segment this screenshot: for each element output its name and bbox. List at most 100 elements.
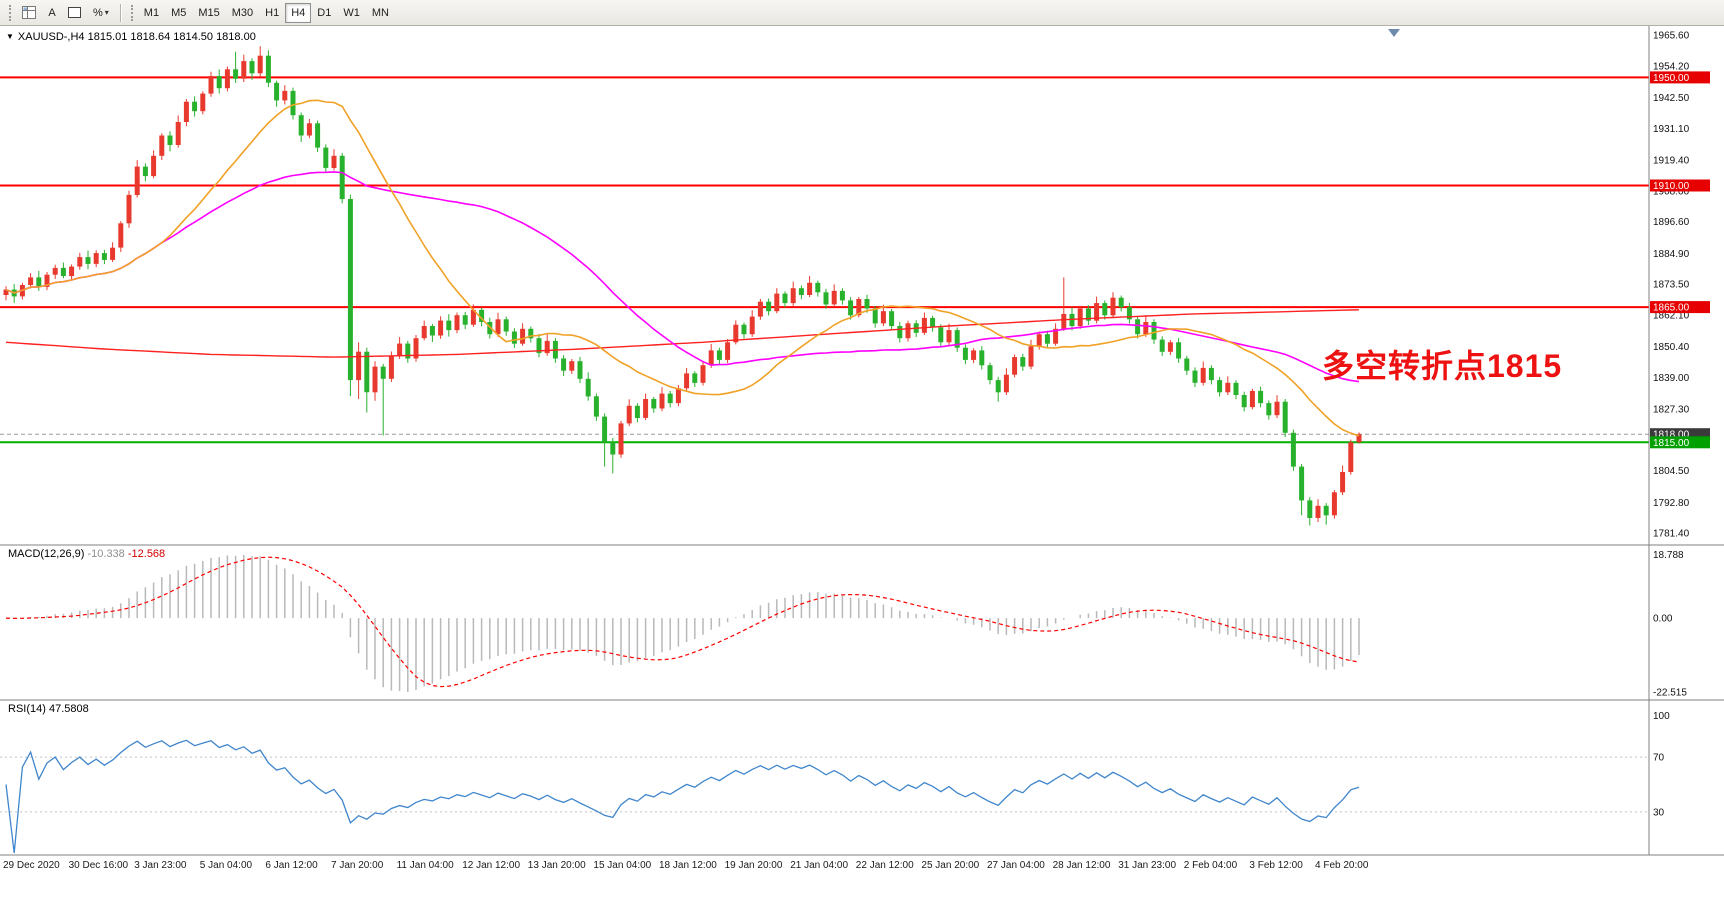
time-tick: 18 Jan 12:00 [659, 860, 717, 871]
candle [815, 282, 821, 293]
time-tick: 22 Jan 12:00 [856, 860, 914, 871]
candle [323, 147, 329, 168]
candle [397, 343, 403, 356]
candle [192, 101, 198, 112]
candle [979, 350, 985, 366]
candle [848, 300, 854, 316]
price-tick: 1850.40 [1653, 342, 1690, 353]
candle [880, 311, 886, 324]
chart-grid-button[interactable] [16, 3, 42, 23]
candle [938, 327, 944, 343]
candle [684, 373, 690, 389]
candle [1118, 297, 1124, 308]
candle [1200, 367, 1206, 383]
candle [889, 311, 895, 327]
candle [298, 115, 304, 136]
candle [1176, 342, 1182, 359]
toolbar-grip[interactable] [9, 4, 11, 21]
candle [1340, 472, 1346, 493]
candle [388, 355, 394, 379]
candle [183, 101, 189, 122]
time-axis[interactable]: 29 Dec 2020 30 Dec 16:00 3 Jan 23:00 5 Jan … [3, 860, 1369, 871]
candle [1290, 432, 1296, 467]
candle [544, 340, 550, 354]
candle [798, 288, 804, 295]
timeframe-m15-button[interactable]: M15 [192, 3, 225, 23]
shapes-tool-button[interactable] [62, 3, 87, 23]
candle [1233, 382, 1239, 395]
fibonacci-tool-button[interactable]: % ▾ [87, 3, 115, 23]
candle [282, 90, 288, 101]
timeframe-m30-button[interactable]: M30 [226, 3, 259, 23]
candle [274, 82, 280, 101]
one-click-trading-icon[interactable]: ▼ [6, 32, 14, 41]
candle [921, 317, 927, 333]
price-level-label [1650, 179, 1710, 192]
candle [782, 293, 788, 304]
candle [1044, 334, 1050, 344]
candle [1307, 500, 1313, 518]
candle [643, 399, 649, 418]
candle [241, 61, 247, 79]
chart-shift-marker[interactable] [1388, 29, 1400, 37]
candle [93, 253, 99, 264]
timeframe-d1-button[interactable]: D1 [311, 3, 337, 23]
candle [839, 290, 845, 301]
timeframe-m5-button[interactable]: M5 [165, 3, 192, 23]
candle [1348, 442, 1354, 472]
time-tick: 21 Jan 04:00 [790, 860, 848, 871]
candle [1184, 358, 1190, 371]
candle [897, 326, 903, 339]
macd-label: MACD(12,26,9) -10.338 -12.568 [8, 548, 165, 560]
candle [1217, 380, 1223, 393]
macd-value-signal: -12.568 [127, 548, 166, 560]
timeframe-h4-button[interactable]: H4 [285, 2, 312, 23]
candle [1315, 505, 1321, 518]
annotation-text[interactable]: 多空转折点1815 [1322, 348, 1563, 384]
horizontal-level-lines[interactable] [0, 76, 1649, 444]
candle [528, 328, 534, 339]
toolbar-grip-2[interactable] [130, 4, 133, 21]
price-level-label-text: 1950.00 [1653, 73, 1690, 84]
candle [626, 405, 632, 424]
macd-tick: 18.788 [1653, 550, 1684, 561]
rsi-tick: 70 [1653, 753, 1665, 764]
candle [101, 253, 107, 260]
macd-value-main: -10.338 [87, 548, 125, 560]
rsi-tick: 30 [1653, 807, 1665, 818]
candle [561, 358, 567, 371]
candle [347, 199, 353, 381]
candle [946, 330, 952, 343]
candle [872, 308, 878, 324]
timeframe-w1-button[interactable]: W1 [337, 3, 366, 23]
price-tick: 1792.80 [1653, 498, 1690, 509]
candle [610, 442, 616, 455]
time-tick: 3 Feb 12:00 [1249, 860, 1303, 871]
candle [479, 309, 485, 322]
fibonacci-tool-label: % [93, 6, 103, 19]
candle [233, 69, 239, 79]
macd-tick: 0.00 [1653, 614, 1673, 625]
timeframe-mn-button[interactable]: MN [366, 3, 395, 23]
price-axis[interactable]: 1965.60 1954.20 1942.50 1931.10 1919.40 1908.… [1653, 31, 1690, 540]
price-tick: 1781.40 [1653, 529, 1690, 540]
candle [520, 328, 526, 344]
symbol-title: XAUUSD-,H4 [17, 31, 85, 43]
candle [1094, 303, 1100, 321]
candle [823, 292, 829, 305]
candle [454, 315, 460, 331]
text-tool-button[interactable]: A [42, 3, 62, 23]
candle [110, 247, 116, 260]
timeframe-h1-button[interactable]: H1 [259, 3, 285, 23]
candle [77, 257, 83, 267]
candle [1003, 374, 1009, 393]
candle [290, 90, 296, 116]
candle [1225, 382, 1231, 393]
time-tick: 5 Jan 04:00 [200, 860, 253, 871]
candle [265, 55, 271, 83]
timeframe-m1-button[interactable]: M1 [138, 3, 165, 23]
candle [1192, 370, 1198, 383]
